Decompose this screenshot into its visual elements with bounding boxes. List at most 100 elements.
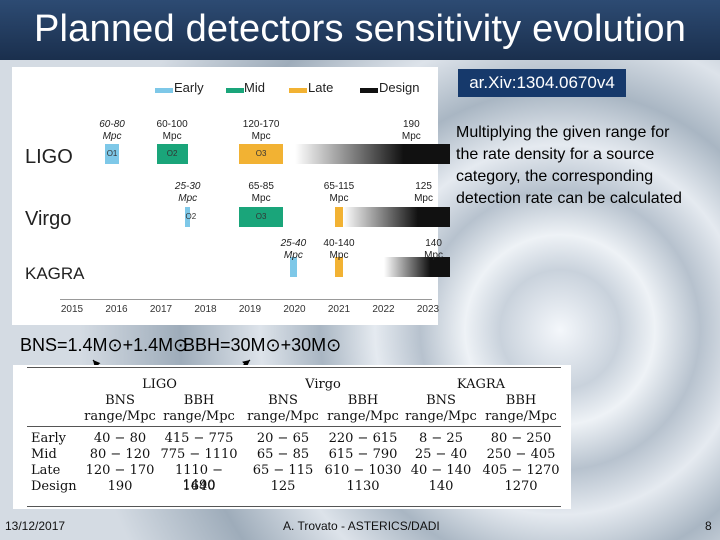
time-axis xyxy=(60,299,432,300)
year-tick-label: 2016 xyxy=(105,304,128,315)
legend-label-design: Design xyxy=(379,80,420,95)
run-range-label: 60-80 Mpc xyxy=(99,119,125,142)
year-tick-label: 2021 xyxy=(327,304,351,315)
page-title: Planned detectors sensitivity evolution xyxy=(33,8,687,50)
table-col-sub: range/Mpc xyxy=(327,409,399,424)
table-col-title: BBH xyxy=(183,393,215,408)
table-col-title: BBH xyxy=(505,393,537,408)
table-cell: 140 xyxy=(428,479,454,494)
table-col-title: BBH xyxy=(347,393,379,408)
year-tick-label: 2017 xyxy=(149,304,173,315)
table-rule-top xyxy=(27,367,561,368)
table-cell: 8 − 25 xyxy=(419,431,463,446)
sensitivity-timeline-chart: Early Mid Late Design LIGO Virgo KAGRA O… xyxy=(12,67,451,325)
table-cell: 80 − 120 xyxy=(89,447,151,462)
run-range-label: 120-170 Mpc xyxy=(242,119,280,142)
legend-label-late: Late xyxy=(308,80,334,95)
table-cell: 250 − 405 xyxy=(486,447,556,462)
table-cell: 775 − 1110 xyxy=(160,447,238,462)
run-bar-virgo-early: O2 xyxy=(185,207,196,227)
table-col-sub: range/Mpc xyxy=(84,409,156,424)
run-range-label: 25-30 Mpc xyxy=(174,181,201,204)
table-group-header: Virgo xyxy=(305,377,341,392)
run-range-label: 125 Mpc xyxy=(414,181,433,204)
table-col-sub: range/Mpc xyxy=(163,409,235,424)
table-row-phase: Late xyxy=(31,463,61,478)
table-col-sub: range/Mpc xyxy=(405,409,477,424)
table-rule-mid xyxy=(27,426,561,427)
run-range-label: 25-40 Mpc xyxy=(280,238,307,261)
year-tick-label: 2022 xyxy=(372,304,395,315)
explanation-text: Multiplying the given range for the rate… xyxy=(456,124,682,207)
legend-swatch-early xyxy=(155,88,173,93)
table-cell: 40 − 140 xyxy=(410,463,472,478)
legend-label-mid: Mid xyxy=(244,80,265,95)
table-cell: 120 − 170 xyxy=(85,463,155,478)
table-cell: 405 − 1270 xyxy=(482,463,560,478)
legend-swatch-mid xyxy=(226,88,244,93)
table-col-title: BNS xyxy=(268,393,298,408)
table-row-phase: Design xyxy=(31,479,77,494)
table-cell: 25 − 40 xyxy=(414,447,468,462)
run-range-label: 65-115 Mpc xyxy=(323,181,355,204)
run-bar-ligo-early: O1 xyxy=(105,144,119,164)
run-bar-virgo-late xyxy=(334,207,344,227)
run-bar-ligo-mid: O2 xyxy=(156,144,188,164)
run-range-label: 60-100 Mpc xyxy=(156,119,188,142)
run-range-label: 140 Mpc xyxy=(424,238,444,261)
table-cell: 615 − 790 xyxy=(328,447,398,462)
table-group-header: KAGRA xyxy=(456,377,506,392)
run-bar-kagra-late xyxy=(334,257,344,277)
detector-label-virgo: Virgo xyxy=(25,208,72,230)
legend-swatch-late xyxy=(289,88,307,93)
run-bar-kagra-design xyxy=(383,257,451,277)
table-rule-bottom xyxy=(27,506,561,507)
legend-swatch-design xyxy=(360,88,378,93)
year-tick-label: 2020 xyxy=(283,304,306,315)
bns-mass-label: BNS=1.4M⊙+1.4M⊙ xyxy=(20,335,189,355)
run-range-label: 190 Mpc xyxy=(401,119,421,142)
table-cell: 40 − 80 xyxy=(93,431,147,446)
table-cell: 65 − 85 xyxy=(256,447,310,462)
title-bar xyxy=(0,0,720,60)
table-cell: 415 − 775 xyxy=(164,431,234,446)
table-cell: 1130 xyxy=(346,479,380,494)
table-row-phase: Early xyxy=(31,431,66,446)
run-bar-ligo-late: O3 xyxy=(238,144,284,164)
table-cell: 220 − 615 xyxy=(328,431,398,446)
run-bar-ligo-design xyxy=(294,144,451,164)
table-cell: 610 − 1030 xyxy=(324,463,402,478)
range-table: LIGO Virgo KAGRA BNS BBH BNS BBH BNS BBH range/Mp… xyxy=(13,365,571,509)
footer-page-number: 8 xyxy=(705,519,712,533)
table-cell: 190 xyxy=(107,479,133,494)
year-tick-label: 2019 xyxy=(238,304,262,315)
footer-author: A. Trovato - ASTERICS/DADI xyxy=(283,519,440,533)
year-tick-label: 2018 xyxy=(194,304,217,315)
table-group-header: LIGO xyxy=(142,377,177,392)
table-cell: 20 − 65 xyxy=(256,431,310,446)
table-cell: 1270 xyxy=(504,479,538,494)
reference-badge: ar.Xiv:1304.0670v4 xyxy=(458,69,626,97)
table-cell: 65 − 115 xyxy=(252,463,314,478)
year-tick-label: 2023 xyxy=(416,304,440,315)
table-cell: 1640 xyxy=(182,479,216,494)
detector-label-ligo: LIGO xyxy=(25,146,73,168)
run-range-label: 40-140 Mpc xyxy=(323,238,355,261)
table-col-title: BNS xyxy=(105,393,135,408)
table-col-sub: range/Mpc xyxy=(485,409,557,424)
year-tick-label: 2015 xyxy=(60,304,84,315)
table-col-sub: range/Mpc xyxy=(247,409,319,424)
run-bar-virgo-mid: O3 xyxy=(238,207,284,227)
footer-date: 13/12/2017 xyxy=(5,519,66,533)
table-row-phase: Mid xyxy=(31,447,57,462)
table-cell: 80 − 250 xyxy=(490,431,552,446)
bbh-mass-label: BBH=30M⊙+30M⊙ xyxy=(183,335,342,355)
run-bar-kagra-early xyxy=(290,257,297,277)
run-bar-virgo-design xyxy=(343,207,451,227)
detector-label-kagra: KAGRA xyxy=(25,264,85,283)
table-col-title: BNS xyxy=(426,393,456,408)
legend-label-early: Early xyxy=(174,80,204,95)
table-cell: 1110 − 1490 xyxy=(174,463,224,493)
run-range-label: 65-85 Mpc xyxy=(248,181,274,204)
table-cell: 125 xyxy=(270,479,296,494)
